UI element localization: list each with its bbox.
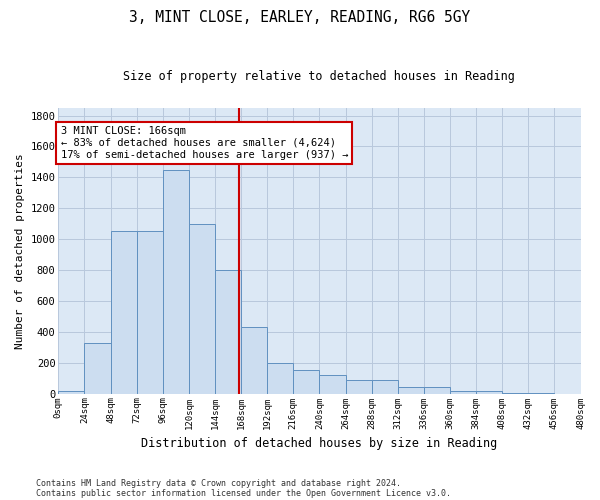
Bar: [502, 393, 528, 394]
Bar: [293, 370, 319, 394]
Bar: [371, 380, 398, 394]
Bar: [85, 342, 110, 394]
Bar: [346, 380, 371, 394]
Bar: [215, 270, 241, 394]
Bar: [319, 375, 346, 394]
Bar: [163, 170, 189, 394]
Bar: [110, 232, 137, 394]
Bar: [58, 390, 85, 394]
Text: Contains HM Land Registry data © Crown copyright and database right 2024.: Contains HM Land Registry data © Crown c…: [36, 478, 401, 488]
Title: Size of property relative to detached houses in Reading: Size of property relative to detached ho…: [124, 70, 515, 83]
Bar: [137, 232, 163, 394]
Y-axis label: Number of detached properties: Number of detached properties: [15, 153, 25, 348]
Text: 3, MINT CLOSE, EARLEY, READING, RG6 5GY: 3, MINT CLOSE, EARLEY, READING, RG6 5GY: [130, 10, 470, 25]
Bar: [189, 224, 215, 394]
Bar: [267, 362, 293, 394]
Bar: [450, 390, 476, 394]
Bar: [476, 390, 502, 394]
Bar: [241, 327, 267, 394]
Text: 3 MINT CLOSE: 166sqm
← 83% of detached houses are smaller (4,624)
17% of semi-de: 3 MINT CLOSE: 166sqm ← 83% of detached h…: [61, 126, 348, 160]
Bar: [424, 388, 450, 394]
Bar: [398, 388, 424, 394]
Text: Contains public sector information licensed under the Open Government Licence v3: Contains public sector information licen…: [36, 488, 451, 498]
X-axis label: Distribution of detached houses by size in Reading: Distribution of detached houses by size …: [141, 437, 497, 450]
